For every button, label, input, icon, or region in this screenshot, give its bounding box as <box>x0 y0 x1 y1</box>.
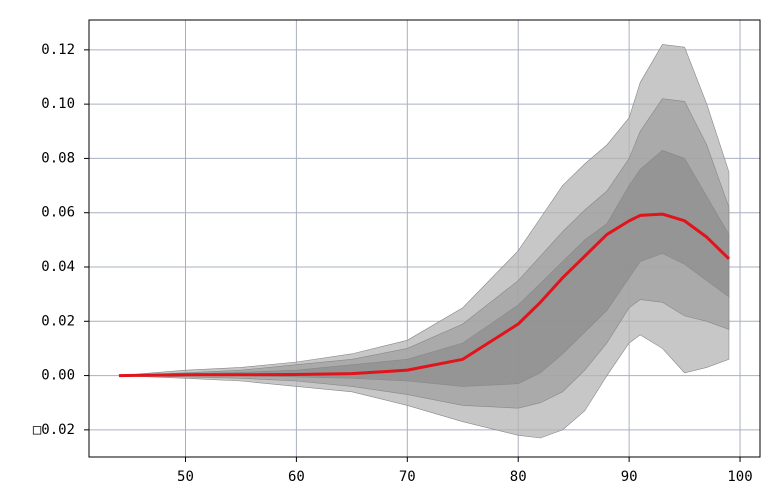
x-tick-label: 80 <box>510 469 527 485</box>
y-tick-label: 0.06 <box>41 205 75 221</box>
y-tick-label: □0.02 <box>33 422 75 438</box>
y-tick-label: 0.02 <box>41 313 75 329</box>
y-tick-label: 0.08 <box>41 150 75 166</box>
x-tick-label: 50 <box>177 469 194 485</box>
band <box>118 149 730 387</box>
y-tick-label: 0.04 <box>41 259 75 275</box>
x-tick-label: 90 <box>621 469 638 485</box>
y-tick-label: 0.10 <box>41 96 75 112</box>
y-tick-label: 0.12 <box>41 42 75 58</box>
plot-frame <box>88 19 761 458</box>
x-tick-label: 100 <box>727 469 752 485</box>
median-line <box>118 212 730 378</box>
x-tick-label: 60 <box>288 469 305 485</box>
x-tick-label: 70 <box>399 469 416 485</box>
y-tick-label: 0.00 <box>41 368 75 384</box>
